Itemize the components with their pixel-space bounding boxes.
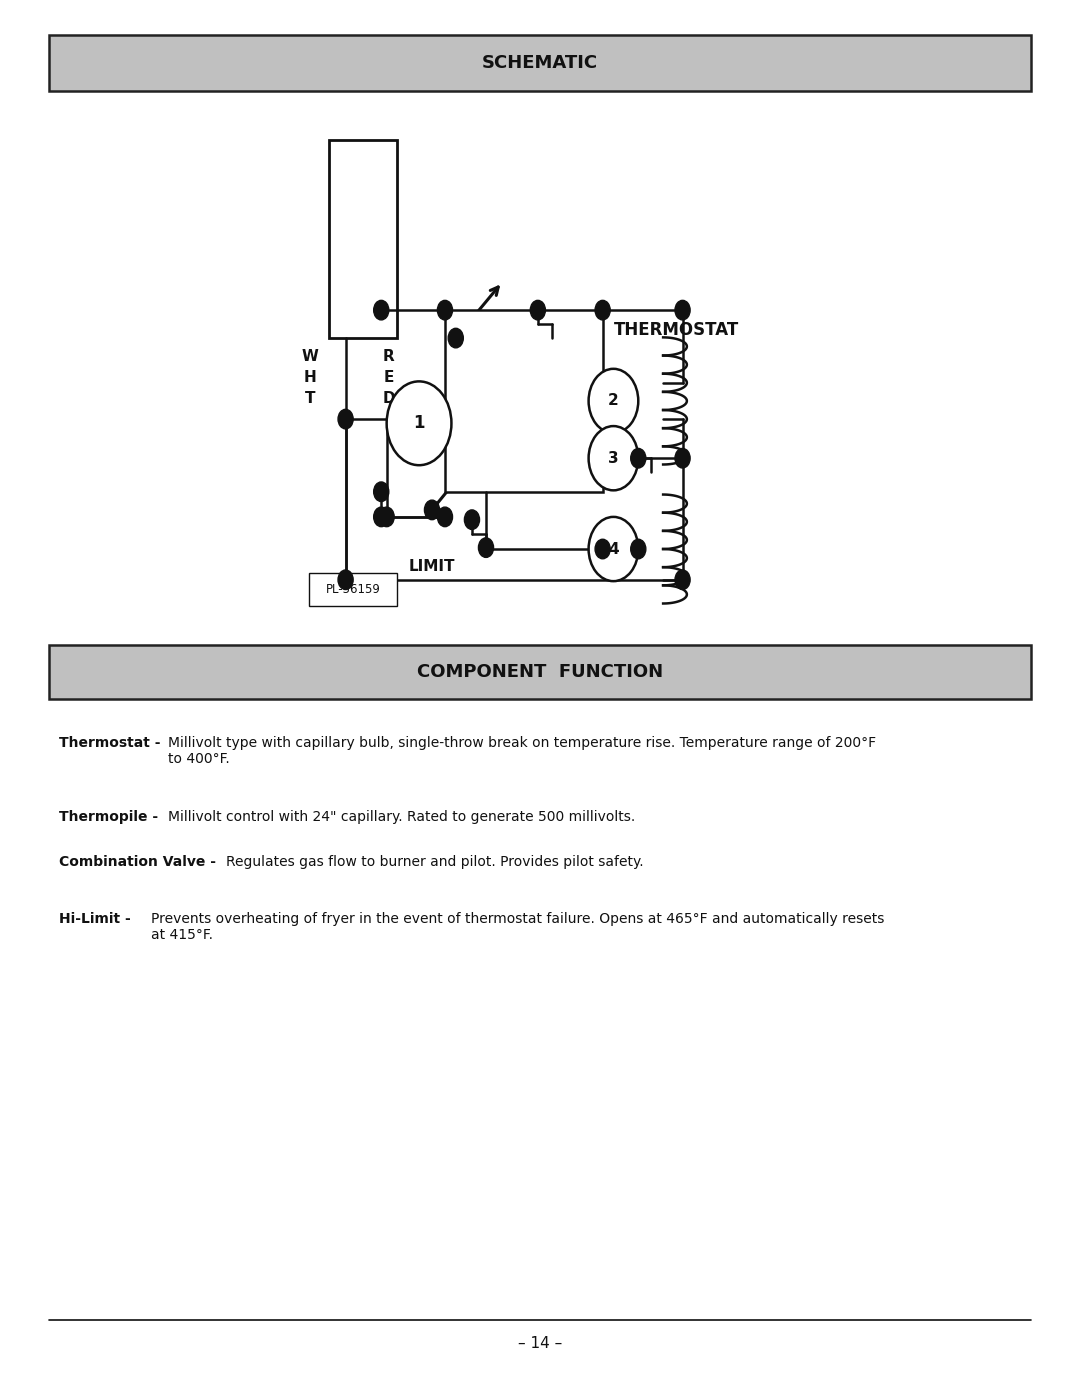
Circle shape	[595, 539, 610, 559]
Circle shape	[338, 570, 353, 590]
Text: E: E	[383, 370, 394, 386]
Text: 1: 1	[414, 415, 424, 432]
Text: Thermopile -: Thermopile -	[59, 810, 163, 824]
Circle shape	[631, 539, 646, 559]
Circle shape	[464, 510, 480, 529]
Bar	[49, 35, 1031, 91]
Circle shape	[448, 328, 463, 348]
Circle shape	[437, 300, 453, 320]
Text: – 14 –: – 14 –	[518, 1337, 562, 1351]
Circle shape	[675, 300, 690, 320]
Text: 3: 3	[608, 451, 619, 465]
Text: 4: 4	[608, 542, 619, 556]
Text: D: D	[382, 391, 395, 407]
Circle shape	[589, 369, 638, 433]
Bar	[445, 310, 603, 492]
Circle shape	[379, 507, 394, 527]
Text: W: W	[301, 349, 319, 365]
Circle shape	[437, 507, 453, 527]
Circle shape	[424, 500, 440, 520]
Text: 2: 2	[608, 394, 619, 408]
Text: COMPONENT  FUNCTION: COMPONENT FUNCTION	[417, 664, 663, 680]
Text: R: R	[383, 349, 394, 365]
Bar	[309, 573, 397, 606]
Circle shape	[338, 409, 353, 429]
Circle shape	[589, 517, 638, 581]
Text: THERMOSTAT: THERMOSTAT	[613, 321, 739, 338]
Circle shape	[387, 381, 451, 465]
Text: M: M	[339, 155, 356, 173]
Circle shape	[530, 300, 545, 320]
Circle shape	[374, 300, 389, 320]
Circle shape	[595, 300, 610, 320]
Text: SCHEMATIC: SCHEMATIC	[482, 54, 598, 71]
Bar	[49, 645, 1031, 698]
Circle shape	[675, 570, 690, 590]
Text: Prevents overheating of fryer in the event of thermostat failure. Opens at 465°F: Prevents overheating of fryer in the eve…	[151, 912, 885, 943]
Bar	[329, 140, 397, 338]
Text: Thermostat -: Thermostat -	[59, 736, 165, 750]
Text: PL-56159: PL-56159	[326, 583, 380, 597]
Text: V: V	[341, 179, 354, 197]
Text: Combination Valve -: Combination Valve -	[59, 855, 221, 869]
Circle shape	[478, 538, 494, 557]
Text: Millivolt type with capillary bulb, single-throw break on temperature rise. Temp: Millivolt type with capillary bulb, sing…	[167, 736, 876, 767]
Circle shape	[589, 426, 638, 490]
Text: Regulates gas flow to burner and pilot. Provides pilot safety.: Regulates gas flow to burner and pilot. …	[226, 855, 644, 869]
Circle shape	[374, 507, 389, 527]
Text: Millivolt control with 24" capillary. Rated to generate 500 millivolts.: Millivolt control with 24" capillary. Ra…	[167, 810, 635, 824]
Circle shape	[631, 448, 646, 468]
Text: Hi-Limit -: Hi-Limit -	[59, 912, 136, 926]
Text: T: T	[305, 391, 315, 407]
Circle shape	[675, 448, 690, 468]
Circle shape	[374, 482, 389, 502]
Text: LIMIT: LIMIT	[408, 559, 456, 574]
Text: H: H	[303, 370, 316, 386]
